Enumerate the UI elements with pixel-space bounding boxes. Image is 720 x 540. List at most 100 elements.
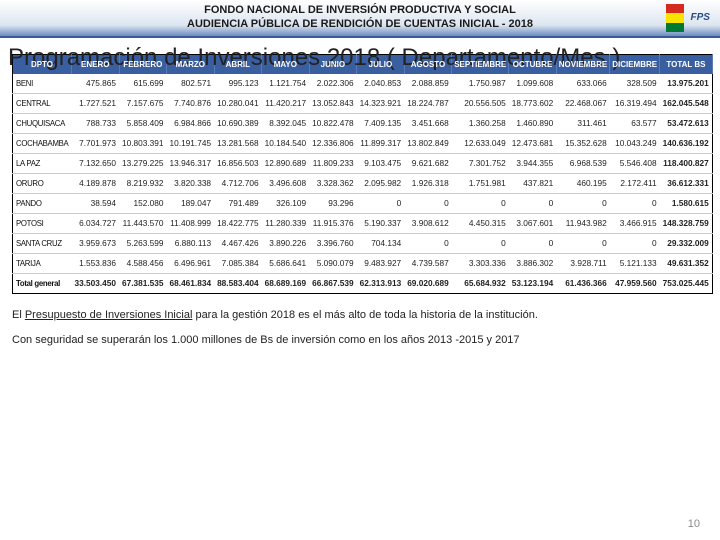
table-cell: 1.121.754 <box>262 74 310 94</box>
table-cell: 68.461.834 <box>167 273 215 293</box>
page-number: 10 <box>688 518 700 530</box>
table-cell: 11.943.982 <box>556 213 609 233</box>
table-total-row: Total general33.503.45067.381.53568.461.… <box>13 273 713 293</box>
table-cell: 3.496.608 <box>262 173 310 193</box>
table-cell: 1.580.615 <box>660 193 713 213</box>
table-cell: 7.701.973 <box>71 133 119 153</box>
table-cell: 11.408.999 <box>167 213 215 233</box>
table-cell: 62.313.913 <box>357 273 405 293</box>
table-cell: 6.880.113 <box>167 233 215 253</box>
table-cell: 3.067.601 <box>509 213 557 233</box>
table-cell: 67.381.535 <box>119 273 167 293</box>
table-cell: 1.926.318 <box>404 173 452 193</box>
table-cell: 18.224.787 <box>404 93 452 113</box>
table-cell: 791.489 <box>214 193 262 213</box>
table-cell: 788.733 <box>71 113 119 133</box>
table-cell: 6.984.866 <box>167 113 215 133</box>
table-cell: 16.856.503 <box>214 153 262 173</box>
table-cell: 3.396.760 <box>309 233 357 253</box>
note-2: Con seguridad se superarán los 1.000 mil… <box>0 333 720 348</box>
header-bar: FONDO NACIONAL DE INVERSIÓN PRODUCTIVA Y… <box>0 0 720 38</box>
table-cell: 7.301.752 <box>452 153 509 173</box>
table-cell: 5.686.641 <box>262 253 310 273</box>
table-cell: 47.959.560 <box>610 273 660 293</box>
table-cell: 0 <box>610 193 660 213</box>
table-cell: 326.109 <box>262 193 310 213</box>
table-wrap: DPTOENEROFEBREROMARZOABRILMAYOJUNIOJULIO… <box>0 54 720 294</box>
header-title-1: FONDO NACIONAL DE INVERSIÓN PRODUCTIVA Y… <box>0 4 720 18</box>
table-cell: 802.571 <box>167 74 215 94</box>
table-cell: 53.472.613 <box>660 113 713 133</box>
table-cell: 4.588.456 <box>119 253 167 273</box>
table-cell: 5.121.133 <box>610 253 660 273</box>
table-cell: 68.689.169 <box>262 273 310 293</box>
table-cell: 3.944.355 <box>509 153 557 173</box>
table-cell: 2.095.982 <box>357 173 405 193</box>
table-cell: 10.690.389 <box>214 113 262 133</box>
table-cell: 311.461 <box>556 113 609 133</box>
table-cell: 13.279.225 <box>119 153 167 173</box>
table-cell: 2.022.306 <box>309 74 357 94</box>
table-row: POTOSI6.034.72711.443.57011.408.99918.42… <box>13 213 713 233</box>
table-cell: 5.090.079 <box>309 253 357 273</box>
table-cell: 15.352.628 <box>556 133 609 153</box>
table-cell: 88.583.404 <box>214 273 262 293</box>
table-row: TARIJA1.553.8364.588.4566.496.9617.085.3… <box>13 253 713 273</box>
table-cell: 12.633.049 <box>452 133 509 153</box>
table-cell: 152.080 <box>119 193 167 213</box>
table-cell: 3.328.362 <box>309 173 357 193</box>
logo: FPS <box>664 4 712 34</box>
table-cell: 20.556.505 <box>452 93 509 113</box>
note-1: El Presupuesto de Inversiones Inicial pa… <box>0 308 720 323</box>
table-cell: 4.450.315 <box>452 213 509 233</box>
table-cell: 328.509 <box>610 74 660 94</box>
table-cell: 3.886.302 <box>509 253 557 273</box>
table-cell: 4.739.587 <box>404 253 452 273</box>
table-cell: 9.103.475 <box>357 153 405 173</box>
table-cell: TARIJA <box>13 253 72 273</box>
table-cell: 18.422.775 <box>214 213 262 233</box>
table-cell: PANDO <box>13 193 72 213</box>
table-row: BENI475.865615.699802.571995.1231.121.75… <box>13 74 713 94</box>
table-cell: 3.451.668 <box>404 113 452 133</box>
table-cell: 11.280.339 <box>262 213 310 233</box>
table-cell: 0 <box>509 193 557 213</box>
table-cell: 33.503.450 <box>71 273 119 293</box>
table-cell: 11.809.233 <box>309 153 357 173</box>
table-cell: 3.820.338 <box>167 173 215 193</box>
table-cell: 1.751.981 <box>452 173 509 193</box>
table-cell: 4.467.426 <box>214 233 262 253</box>
table-cell: Total general <box>13 273 72 293</box>
table-cell: 4.712.706 <box>214 173 262 193</box>
table-cell: 12.890.689 <box>262 153 310 173</box>
table-cell: 0 <box>404 233 452 253</box>
table-cell: 140.636.192 <box>660 133 713 153</box>
table-cell: 61.436.366 <box>556 273 609 293</box>
table-cell: 66.867.539 <box>309 273 357 293</box>
table-cell: 0 <box>556 233 609 253</box>
table-cell: 7.132.650 <box>71 153 119 173</box>
table-cell: 437.821 <box>509 173 557 193</box>
table-cell: 13.802.849 <box>404 133 452 153</box>
table-cell: 1.750.987 <box>452 74 509 94</box>
table-cell: 162.045.548 <box>660 93 713 113</box>
table-cell: 49.631.352 <box>660 253 713 273</box>
table-cell: 8.392.045 <box>262 113 310 133</box>
table-cell: 12.336.806 <box>309 133 357 153</box>
table-cell: 22.468.067 <box>556 93 609 113</box>
table-cell: 13.281.568 <box>214 133 262 153</box>
table-cell: LA PAZ <box>13 153 72 173</box>
table-cell: 5.546.408 <box>610 153 660 173</box>
flag-icon <box>666 4 684 32</box>
table-cell: 633.066 <box>556 74 609 94</box>
table-cell: 995.123 <box>214 74 262 94</box>
table-cell: 13.946.317 <box>167 153 215 173</box>
table-cell: 9.483.927 <box>357 253 405 273</box>
flag-yellow <box>666 13 684 22</box>
table-cell: 4.189.878 <box>71 173 119 193</box>
table-cell: 7.157.675 <box>119 93 167 113</box>
logo-text: FPS <box>691 4 710 32</box>
table-cell: 3.303.336 <box>452 253 509 273</box>
table-cell: 13.975.201 <box>660 74 713 94</box>
table-cell: 10.280.041 <box>214 93 262 113</box>
